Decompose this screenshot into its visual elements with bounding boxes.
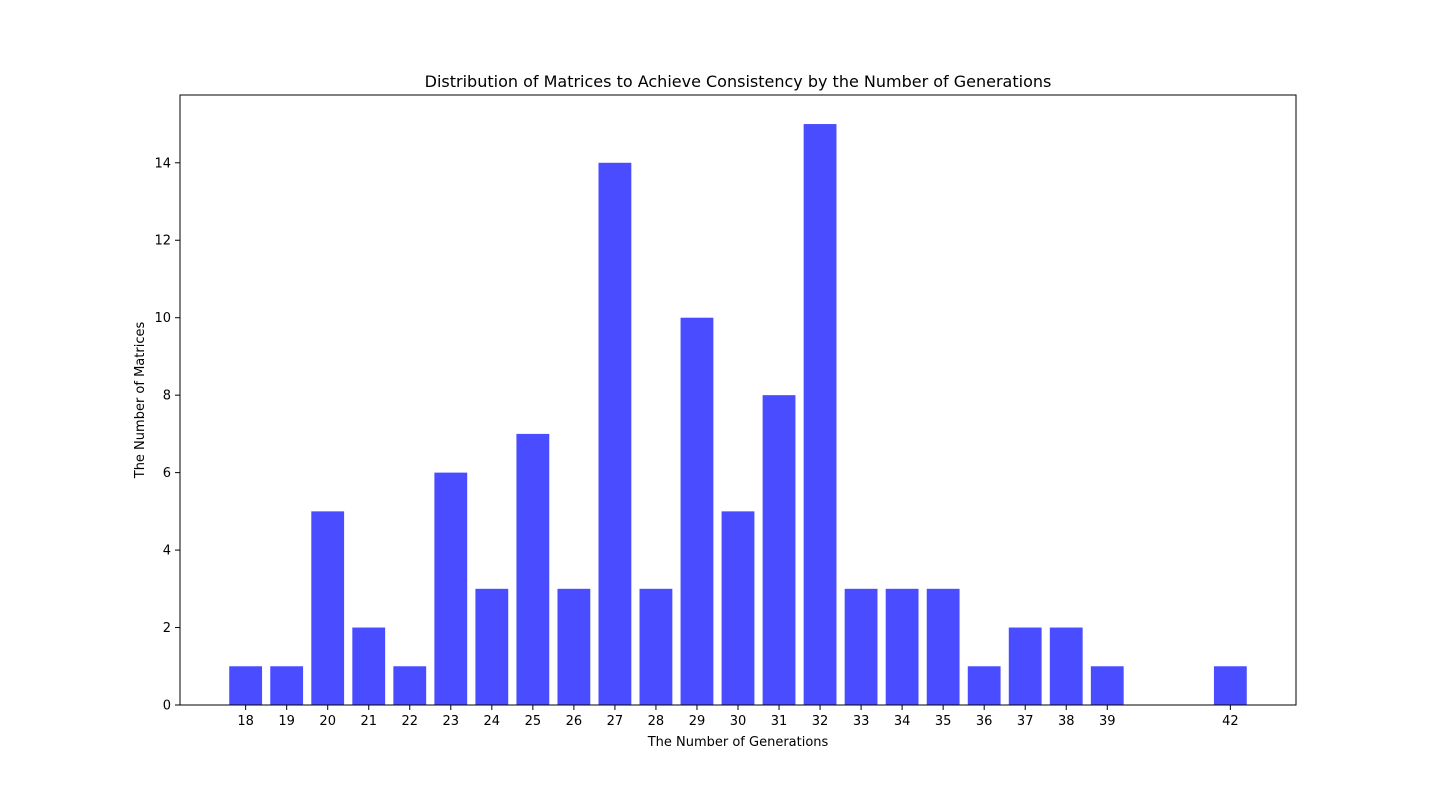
chart-title: Distribution of Matrices to Achieve Cons… <box>425 72 1052 91</box>
x-tick-label: 38 <box>1058 714 1075 729</box>
x-tick-label: 19 <box>278 714 295 729</box>
y-tick-label: 6 <box>163 466 171 481</box>
bar-36 <box>967 666 1001 705</box>
x-tick-label: 34 <box>894 714 911 729</box>
y-tick-label: 8 <box>163 389 171 404</box>
bar-22 <box>393 666 427 705</box>
bar-23 <box>434 472 468 705</box>
x-tick-label: 37 <box>1017 714 1034 729</box>
y-tick-label: 12 <box>154 234 171 249</box>
bar-19 <box>270 666 304 705</box>
bar-21 <box>352 627 386 705</box>
y-tick-label: 0 <box>163 699 171 714</box>
bar-24 <box>475 588 509 705</box>
bar-26 <box>557 588 591 705</box>
x-tick-label: 23 <box>443 714 460 729</box>
y-axis-title: The Number of Matrices <box>133 322 148 480</box>
x-tick-label: 39 <box>1099 714 1116 729</box>
x-tick-label: 35 <box>935 714 952 729</box>
bar-39 <box>1090 666 1124 705</box>
bar-25 <box>516 433 550 705</box>
bar-32 <box>803 124 837 706</box>
y-tick-label: 14 <box>154 156 171 171</box>
x-tick-label: 27 <box>607 714 624 729</box>
y-tick-label: 4 <box>163 544 171 559</box>
y-tick-label: 10 <box>154 311 171 326</box>
x-tick-label: 33 <box>853 714 870 729</box>
bar-31 <box>762 395 796 705</box>
bar-42 <box>1213 666 1247 705</box>
bar-18 <box>229 666 263 705</box>
x-tick-label: 20 <box>319 714 336 729</box>
y-tick-label: 2 <box>163 621 171 636</box>
x-axis: 18 19 20 21 22 23 24 25 26 27 28 29 30 31 32 33 34 35 36 37… <box>237 705 1239 729</box>
x-tick-label: 31 <box>771 714 788 729</box>
bar-29 <box>680 317 714 705</box>
x-axis-title: The Number of Generations <box>647 735 829 750</box>
bar-37 <box>1008 627 1042 705</box>
bar-27 <box>598 162 632 705</box>
bar-30 <box>721 511 755 705</box>
x-tick-label: 25 <box>525 714 542 729</box>
x-tick-label: 26 <box>566 714 583 729</box>
x-tick-label: 32 <box>812 714 829 729</box>
x-tick-label: 22 <box>401 714 418 729</box>
bar-20 <box>311 511 345 705</box>
bar-38 <box>1049 627 1083 705</box>
x-tick-label: 28 <box>648 714 665 729</box>
x-tick-label: 29 <box>689 714 706 729</box>
bar-35 <box>926 588 960 705</box>
x-tick-label: 18 <box>237 714 254 729</box>
x-tick-label: 30 <box>730 714 747 729</box>
x-tick-label: 24 <box>484 714 501 729</box>
bar-28 <box>639 588 673 705</box>
bars <box>229 124 1247 706</box>
x-tick-label: 42 <box>1222 714 1239 729</box>
plot-frame <box>179 94 1297 706</box>
x-tick-label: 36 <box>976 714 993 729</box>
bar-34 <box>885 588 919 705</box>
x-tick-label: 21 <box>360 714 377 729</box>
bar-33 <box>844 588 878 705</box>
y-axis: 0 2 4 6 8 10 12 14 <box>154 156 180 714</box>
